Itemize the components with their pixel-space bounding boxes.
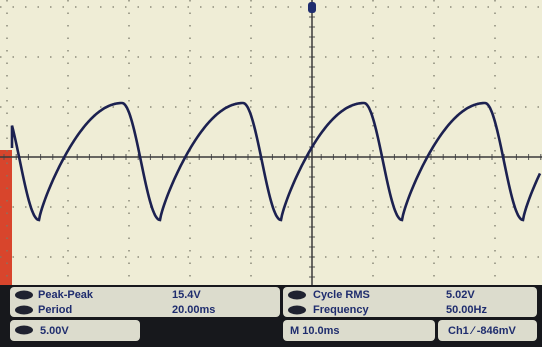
measurement-label: Period [38, 304, 72, 316]
page: Peak-Peak 15.4V Period 20.00ms Cycle RMS… [0, 0, 542, 347]
timebase: M 10.0ms [290, 325, 340, 337]
oscilloscope-screen: Peak-Peak 15.4V Period 20.00ms Cycle RMS… [0, 0, 542, 347]
measurement-value: 50.00Hz [446, 304, 487, 316]
bullet [15, 291, 33, 300]
trigger-position-marker [308, 2, 316, 13]
bullet [15, 306, 33, 315]
bullet [288, 291, 306, 300]
measurement-label: Frequency [313, 304, 370, 316]
screen-background [0, 0, 542, 287]
trigger-level: Ch1 ∕ -846mV [448, 325, 517, 337]
measurement-value: 20.00ms [172, 304, 215, 316]
channel-marker [0, 150, 12, 287]
measurement-value: 5.02V [446, 289, 475, 301]
measurement-label: Peak-Peak [38, 289, 94, 301]
bullet [288, 306, 306, 315]
measurement-value: 15.4V [172, 289, 201, 301]
channel-scale: 5.00V [40, 325, 69, 337]
bullet [15, 326, 33, 335]
measurement-label: Cycle RMS [313, 289, 370, 301]
